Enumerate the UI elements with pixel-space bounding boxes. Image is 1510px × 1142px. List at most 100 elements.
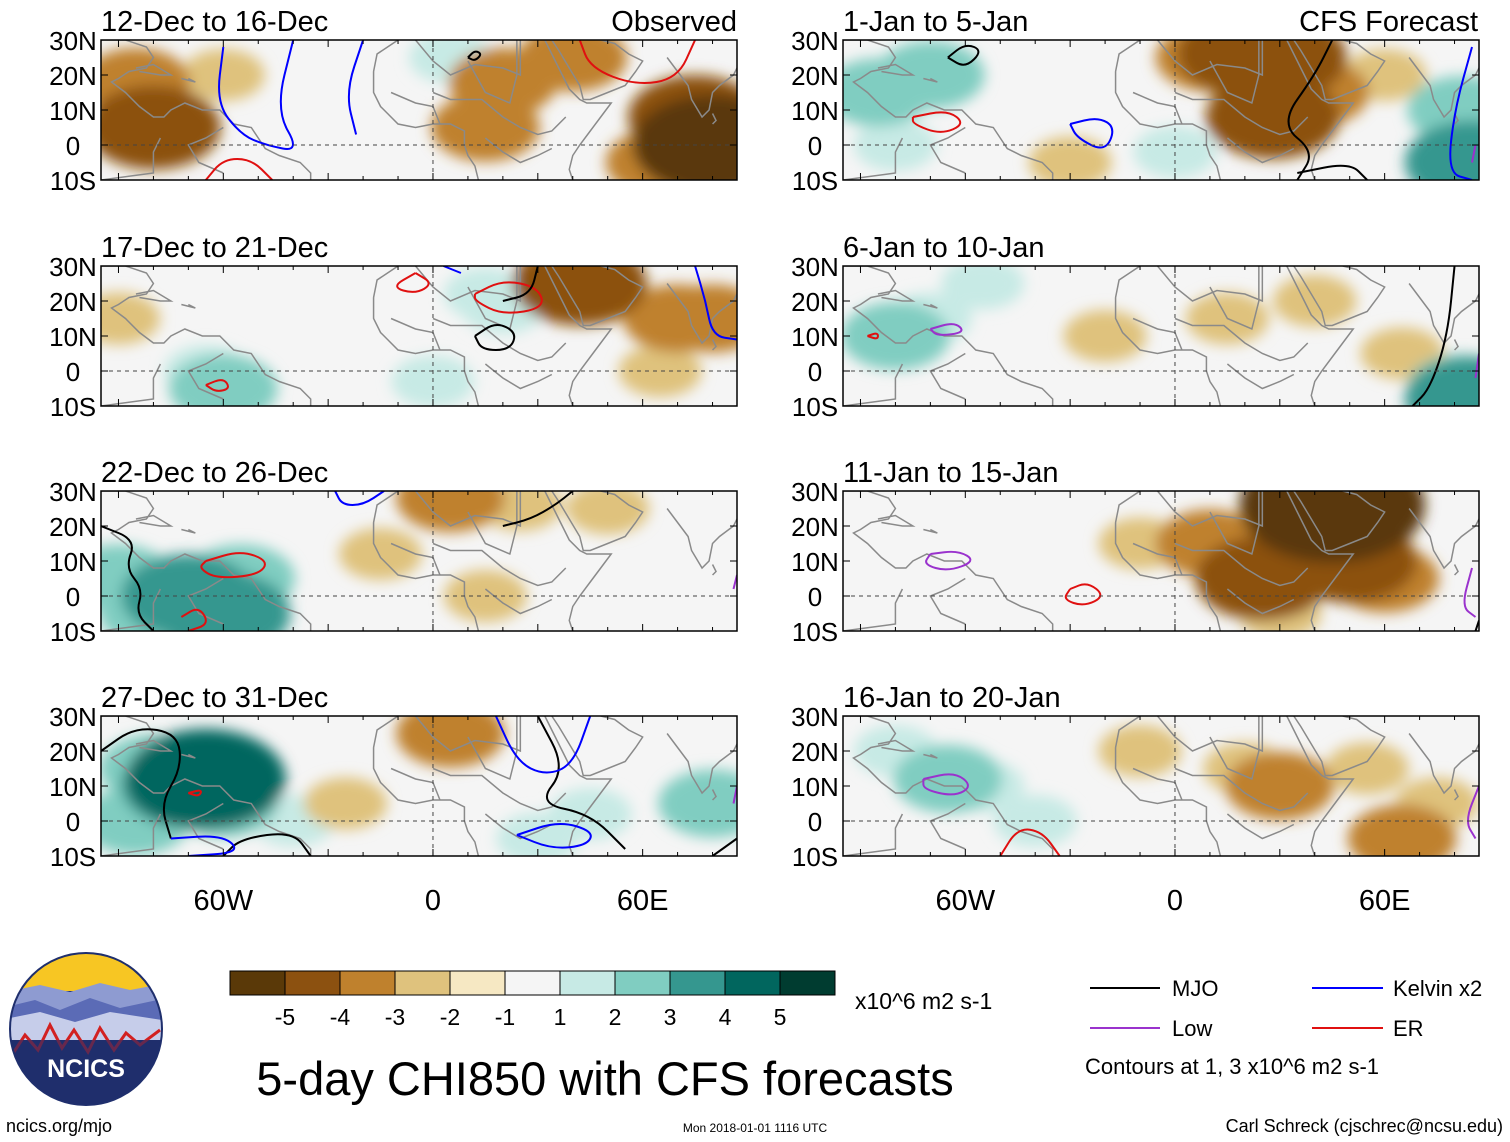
y-tick-label: 10N — [791, 547, 839, 577]
colorbar-units: x10^6 m2 s-1 — [855, 988, 992, 1014]
coastline — [544, 266, 613, 406]
panel-2: 30N 20N 10N 0 10S 17-Dec to 21-Dec — [49, 232, 738, 422]
panel-3: 30N 20N 10N 0 10S 22-Dec to 26-Dec — [49, 457, 738, 647]
contour-low — [929, 323, 963, 336]
contour-low — [1463, 567, 1477, 618]
y-tick-label: 20N — [49, 512, 97, 542]
coastline — [666, 57, 737, 119]
panel-title: 27-Dec to 31-Dec — [101, 682, 328, 714]
coastline — [1132, 542, 1183, 576]
y-tick-label: 30N — [791, 702, 839, 732]
coastline — [929, 802, 966, 850]
anomaly-blobs — [101, 491, 650, 631]
contours — [101, 716, 737, 856]
colorbar-swatch — [669, 970, 726, 996]
contour-low — [1474, 353, 1479, 379]
y-tick-label: 10S — [792, 842, 838, 872]
y-tick-label: 30N — [49, 702, 97, 732]
panel-7: 30N 20N 10N 0 10S 11-Jan to 15-Jan — [791, 457, 1480, 647]
y-tick-label: 20N — [791, 512, 839, 542]
coastline — [923, 528, 938, 534]
coastline — [1286, 491, 1355, 631]
contour-mjo — [947, 44, 980, 66]
contour-kelvin — [516, 823, 592, 849]
y-tick-label: 0 — [808, 131, 822, 161]
anomaly-field — [1098, 491, 1440, 631]
logo-text: NCICS — [47, 1055, 125, 1083]
coastline — [843, 363, 904, 406]
y-tick-label: 20N — [791, 61, 839, 91]
footer-author: Carl Schreck (cjschrec@ncsu.edu) — [1226, 1116, 1503, 1136]
coastline — [135, 63, 174, 76]
panel-1: 30N 20N 10N 0 10S 12-Dec to 16-Dec — [49, 6, 738, 196]
coastline — [1114, 716, 1141, 748]
coastline — [101, 137, 162, 180]
anomaly-blob — [1225, 752, 1335, 820]
panel-5: 30N 20N 10N 0 10S 1-Jan to 5-Jan — [791, 6, 1480, 196]
y-tick-label: 30N — [791, 477, 839, 507]
contour-mjo — [467, 50, 482, 61]
coastline — [372, 491, 399, 523]
coastline — [544, 716, 613, 856]
coastline — [1408, 57, 1479, 119]
coastline — [1174, 767, 1309, 812]
y-tick-label: 0 — [808, 357, 822, 387]
coastline — [484, 588, 553, 615]
x-tick-label: 60E — [1359, 885, 1411, 917]
contour-kelvin — [218, 40, 295, 150]
coastline — [432, 91, 567, 136]
coastline — [432, 317, 567, 362]
coastline — [181, 77, 196, 83]
anomaly-blob — [893, 745, 1003, 813]
coastline — [1293, 40, 1386, 101]
panel-8: 30N 20N 10N 0 10S 16-Jan to 20-Jan — [791, 682, 1480, 872]
y-tick-label: 0 — [66, 131, 80, 161]
coastline — [1408, 733, 1479, 795]
coastline — [101, 813, 162, 856]
anomaly-blob — [430, 93, 540, 162]
figure-title: 5-day CHI850 with CFS forecasts — [256, 1052, 953, 1105]
y-tick-label: 10N — [791, 96, 839, 126]
footer-site[interactable]: ncics.org/mjo — [6, 1116, 112, 1136]
legend-label-er: ER — [1393, 1016, 1424, 1041]
coastline — [1114, 266, 1141, 298]
anomaly-blob — [1063, 310, 1147, 362]
coastline — [1209, 40, 1260, 105]
contour-kelvin — [170, 835, 236, 856]
y-tick-label: 20N — [791, 737, 839, 767]
y-tick-label: 10N — [49, 772, 97, 802]
colorbar-swatch — [614, 970, 671, 996]
contour-er — [180, 608, 207, 631]
coastline — [1114, 40, 1141, 72]
coastline — [390, 767, 441, 801]
coastline — [432, 767, 567, 812]
legend-label-low: Low — [1172, 1016, 1212, 1041]
y-tick-label: 0 — [808, 807, 822, 837]
coastline — [390, 317, 441, 351]
coastline — [432, 542, 567, 587]
y-tick-label: 10N — [791, 772, 839, 802]
coastline — [1132, 91, 1183, 125]
anomaly-blob — [396, 716, 505, 768]
contour-low — [732, 785, 737, 804]
panel-title: 1-Jan to 5-Jan — [843, 6, 1028, 38]
y-tick-label: 0 — [66, 807, 80, 837]
coastline — [1156, 40, 1264, 77]
colorbar-swatch — [394, 970, 451, 996]
coastline — [135, 739, 174, 752]
y-tick-label: 30N — [791, 252, 839, 282]
colorbar-swatch — [559, 970, 616, 996]
colorbar-tick-label: -5 — [275, 1004, 295, 1030]
contour-er — [867, 332, 879, 340]
coastline — [1226, 588, 1295, 615]
coastline — [1156, 266, 1264, 303]
coastline — [1453, 564, 1459, 576]
land-outlines — [101, 491, 737, 631]
y-tick-label: 0 — [808, 582, 822, 612]
y-tick-label: 10N — [49, 322, 97, 352]
y-tick-label: 30N — [49, 26, 97, 56]
coastline — [1408, 283, 1479, 345]
contour-kelvin — [1449, 46, 1473, 180]
coastline — [372, 266, 399, 298]
colorbar-tick-label: 5 — [774, 1004, 787, 1030]
